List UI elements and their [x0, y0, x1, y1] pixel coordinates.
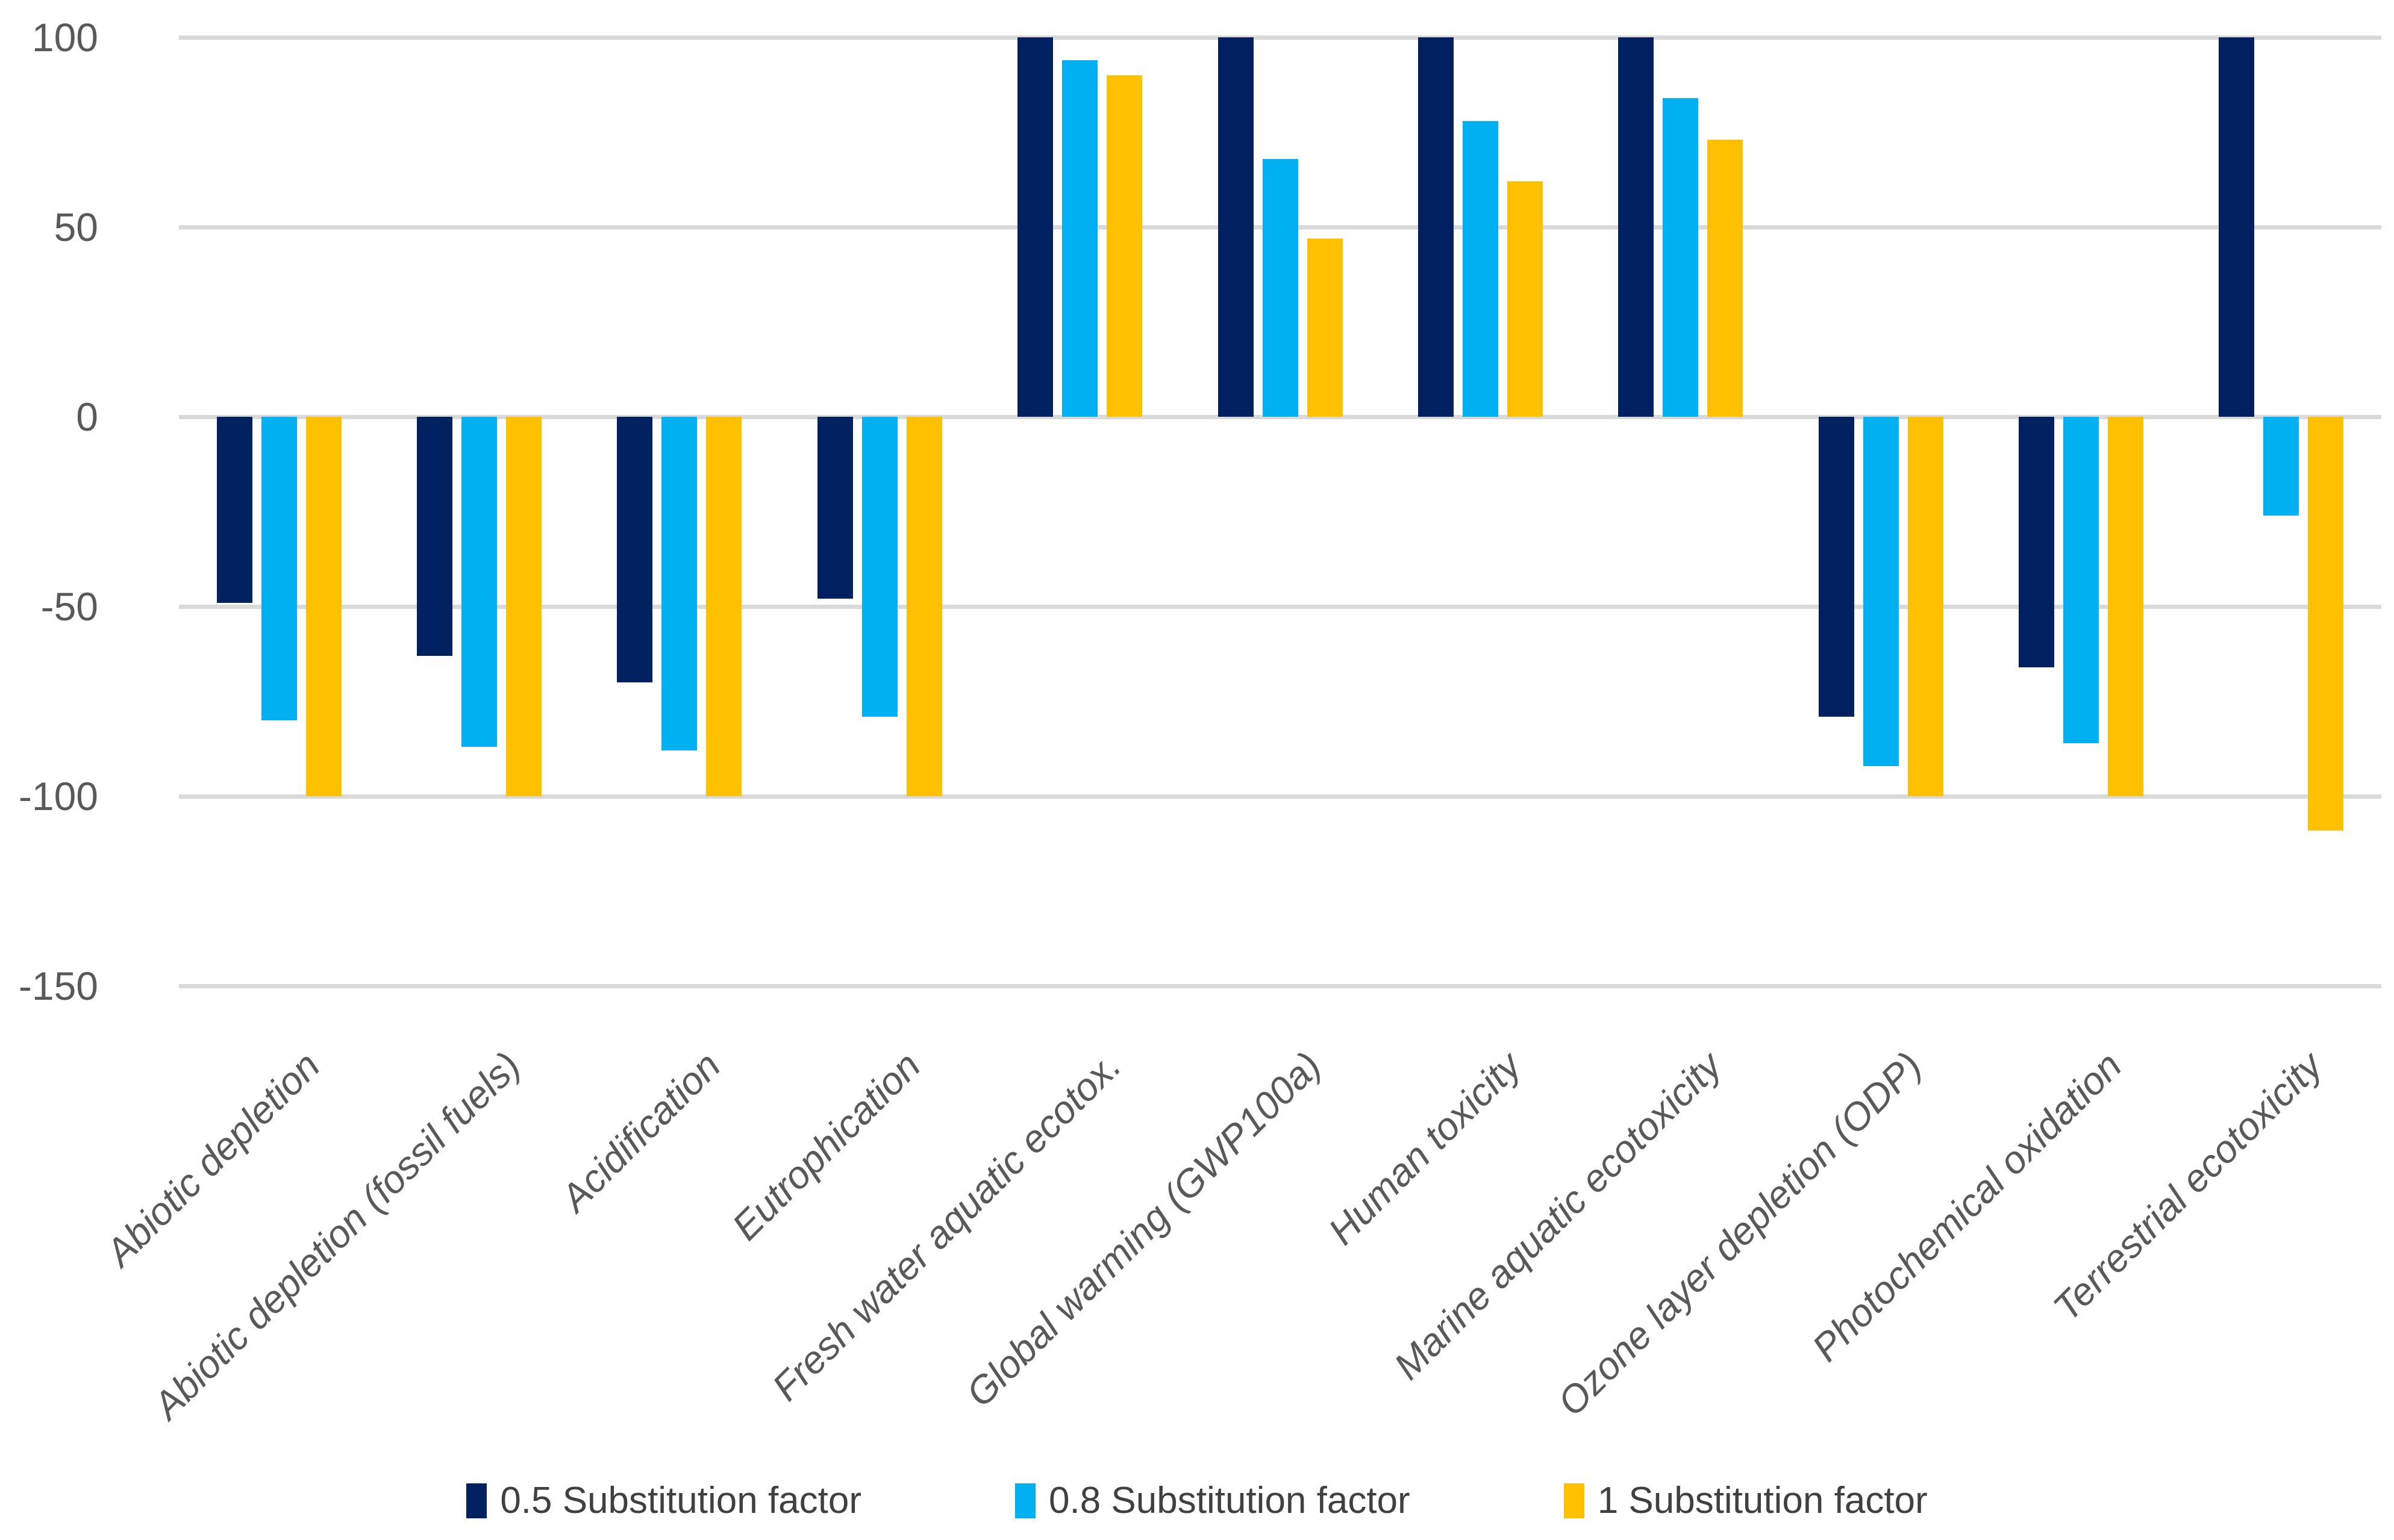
- legend-item-0-5-substitution-factor: 0.5 Substitution factor: [466, 1477, 861, 1525]
- bar-1-substitution-factor-abiotic-depletion: [305, 417, 342, 796]
- bar-0-5-substitution-factor-fresh-water-aquatic-ecotox: [1017, 37, 1054, 417]
- bar-0-8-substitution-factor-acidification: [661, 417, 698, 751]
- bar-0-8-substitution-factor-global-warming-gwp100a: [1262, 158, 1298, 417]
- bar-1-substitution-factor-abiotic-depletion-fossil-fuels: [506, 417, 542, 796]
- gridline--100: [179, 794, 2381, 799]
- y-tick-label-0: 0: [76, 394, 98, 439]
- bar-0-8-substitution-factor-photochemical-oxidation: [2063, 417, 2099, 743]
- bar-0-5-substitution-factor-acidification: [617, 417, 653, 682]
- bar-0-8-substitution-factor-abiotic-depletion: [261, 417, 297, 720]
- bar-0-8-substitution-factor-human-toxicity: [1462, 120, 1498, 417]
- gridline-0: [179, 414, 2381, 419]
- bar-0-5-substitution-factor-human-toxicity: [1417, 37, 1454, 417]
- legend-item-0-8-substitution-factor: 0.8 Substitution factor: [1015, 1477, 1410, 1525]
- bar-1-substitution-factor-ozone-layer-depletion-odp: [1907, 417, 1943, 796]
- bar-0-8-substitution-factor-abiotic-depletion-fossil-fuels: [461, 417, 498, 747]
- legend-item-1-substitution-factor: 1 Substitution factor: [1563, 1477, 1928, 1525]
- y-tick-label-100: 100: [31, 15, 98, 60]
- legend-label-1-substitution-factor: 1 Substitution factor: [1597, 1480, 1928, 1521]
- bar-0-5-substitution-factor-eutrophication: [817, 417, 853, 599]
- bar-0-5-substitution-factor-abiotic-depletion-fossil-fuels: [417, 417, 453, 656]
- legend-label-0-5-substitution-factor: 0.5 Substitution factor: [500, 1480, 861, 1521]
- y-tick-label--100: -100: [18, 774, 98, 818]
- bar-0-8-substitution-factor-fresh-water-aquatic-ecotox: [1062, 60, 1098, 417]
- bar-0-5-substitution-factor-photochemical-oxidation: [2018, 417, 2054, 667]
- bar-1-substitution-factor-eutrophication: [906, 417, 942, 796]
- y-tick-label-50: 50: [54, 205, 98, 249]
- bar-0-8-substitution-factor-eutrophication: [861, 417, 898, 717]
- legend: 0.5 Substitution factor 0.8 Substitution …: [0, 1477, 2394, 1525]
- gridline--50: [179, 604, 2381, 609]
- bar-1-substitution-factor-marine-aquatic-ecotoxicity: [1707, 140, 1743, 417]
- bar-0-5-substitution-factor-marine-aquatic-ecotoxicity: [1618, 37, 1654, 417]
- bar-0-8-substitution-factor-ozone-layer-depletion-odp: [1863, 417, 1899, 766]
- bar-1-substitution-factor-photochemical-oxidation: [2107, 417, 2143, 796]
- y-tick-label--150: -150: [18, 964, 98, 1008]
- bar-0-5-substitution-factor-global-warming-gwp100a: [1217, 37, 1254, 417]
- y-tick-label--50: -50: [40, 584, 98, 629]
- bar-0-5-substitution-factor-ozone-layer-depletion-odp: [1818, 417, 1854, 717]
- gridline-100: [179, 35, 2381, 40]
- bar-0-8-substitution-factor-marine-aquatic-ecotoxicity: [1663, 98, 1699, 417]
- gridline--150: [179, 984, 2381, 988]
- bar-1-substitution-factor-global-warming-gwp100a: [1307, 238, 1343, 417]
- bar-0-8-substitution-factor-terrestrial-ecotoxicity: [2263, 417, 2299, 516]
- bar-1-substitution-factor-terrestrial-ecotoxicity: [2308, 417, 2344, 831]
- legend-label-0-8-substitution-factor: 0.8 Substitution factor: [1049, 1480, 1410, 1521]
- legend-swatch-icon-0-5-substitution-factor: [466, 1483, 487, 1518]
- bar-0-5-substitution-factor-terrestrial-ecotoxicity: [2219, 37, 2255, 417]
- bar-1-substitution-factor-acidification: [706, 417, 742, 796]
- bar-1-substitution-factor-human-toxicity: [1507, 181, 1543, 417]
- legend-swatch-icon-0-8-substitution-factor: [1015, 1483, 1036, 1518]
- bar-1-substitution-factor-fresh-water-aquatic-ecotox: [1107, 75, 1143, 417]
- legend-swatch-icon-1-substitution-factor: [1563, 1483, 1584, 1518]
- bar-0-5-substitution-factor-abiotic-depletion: [216, 417, 252, 603]
